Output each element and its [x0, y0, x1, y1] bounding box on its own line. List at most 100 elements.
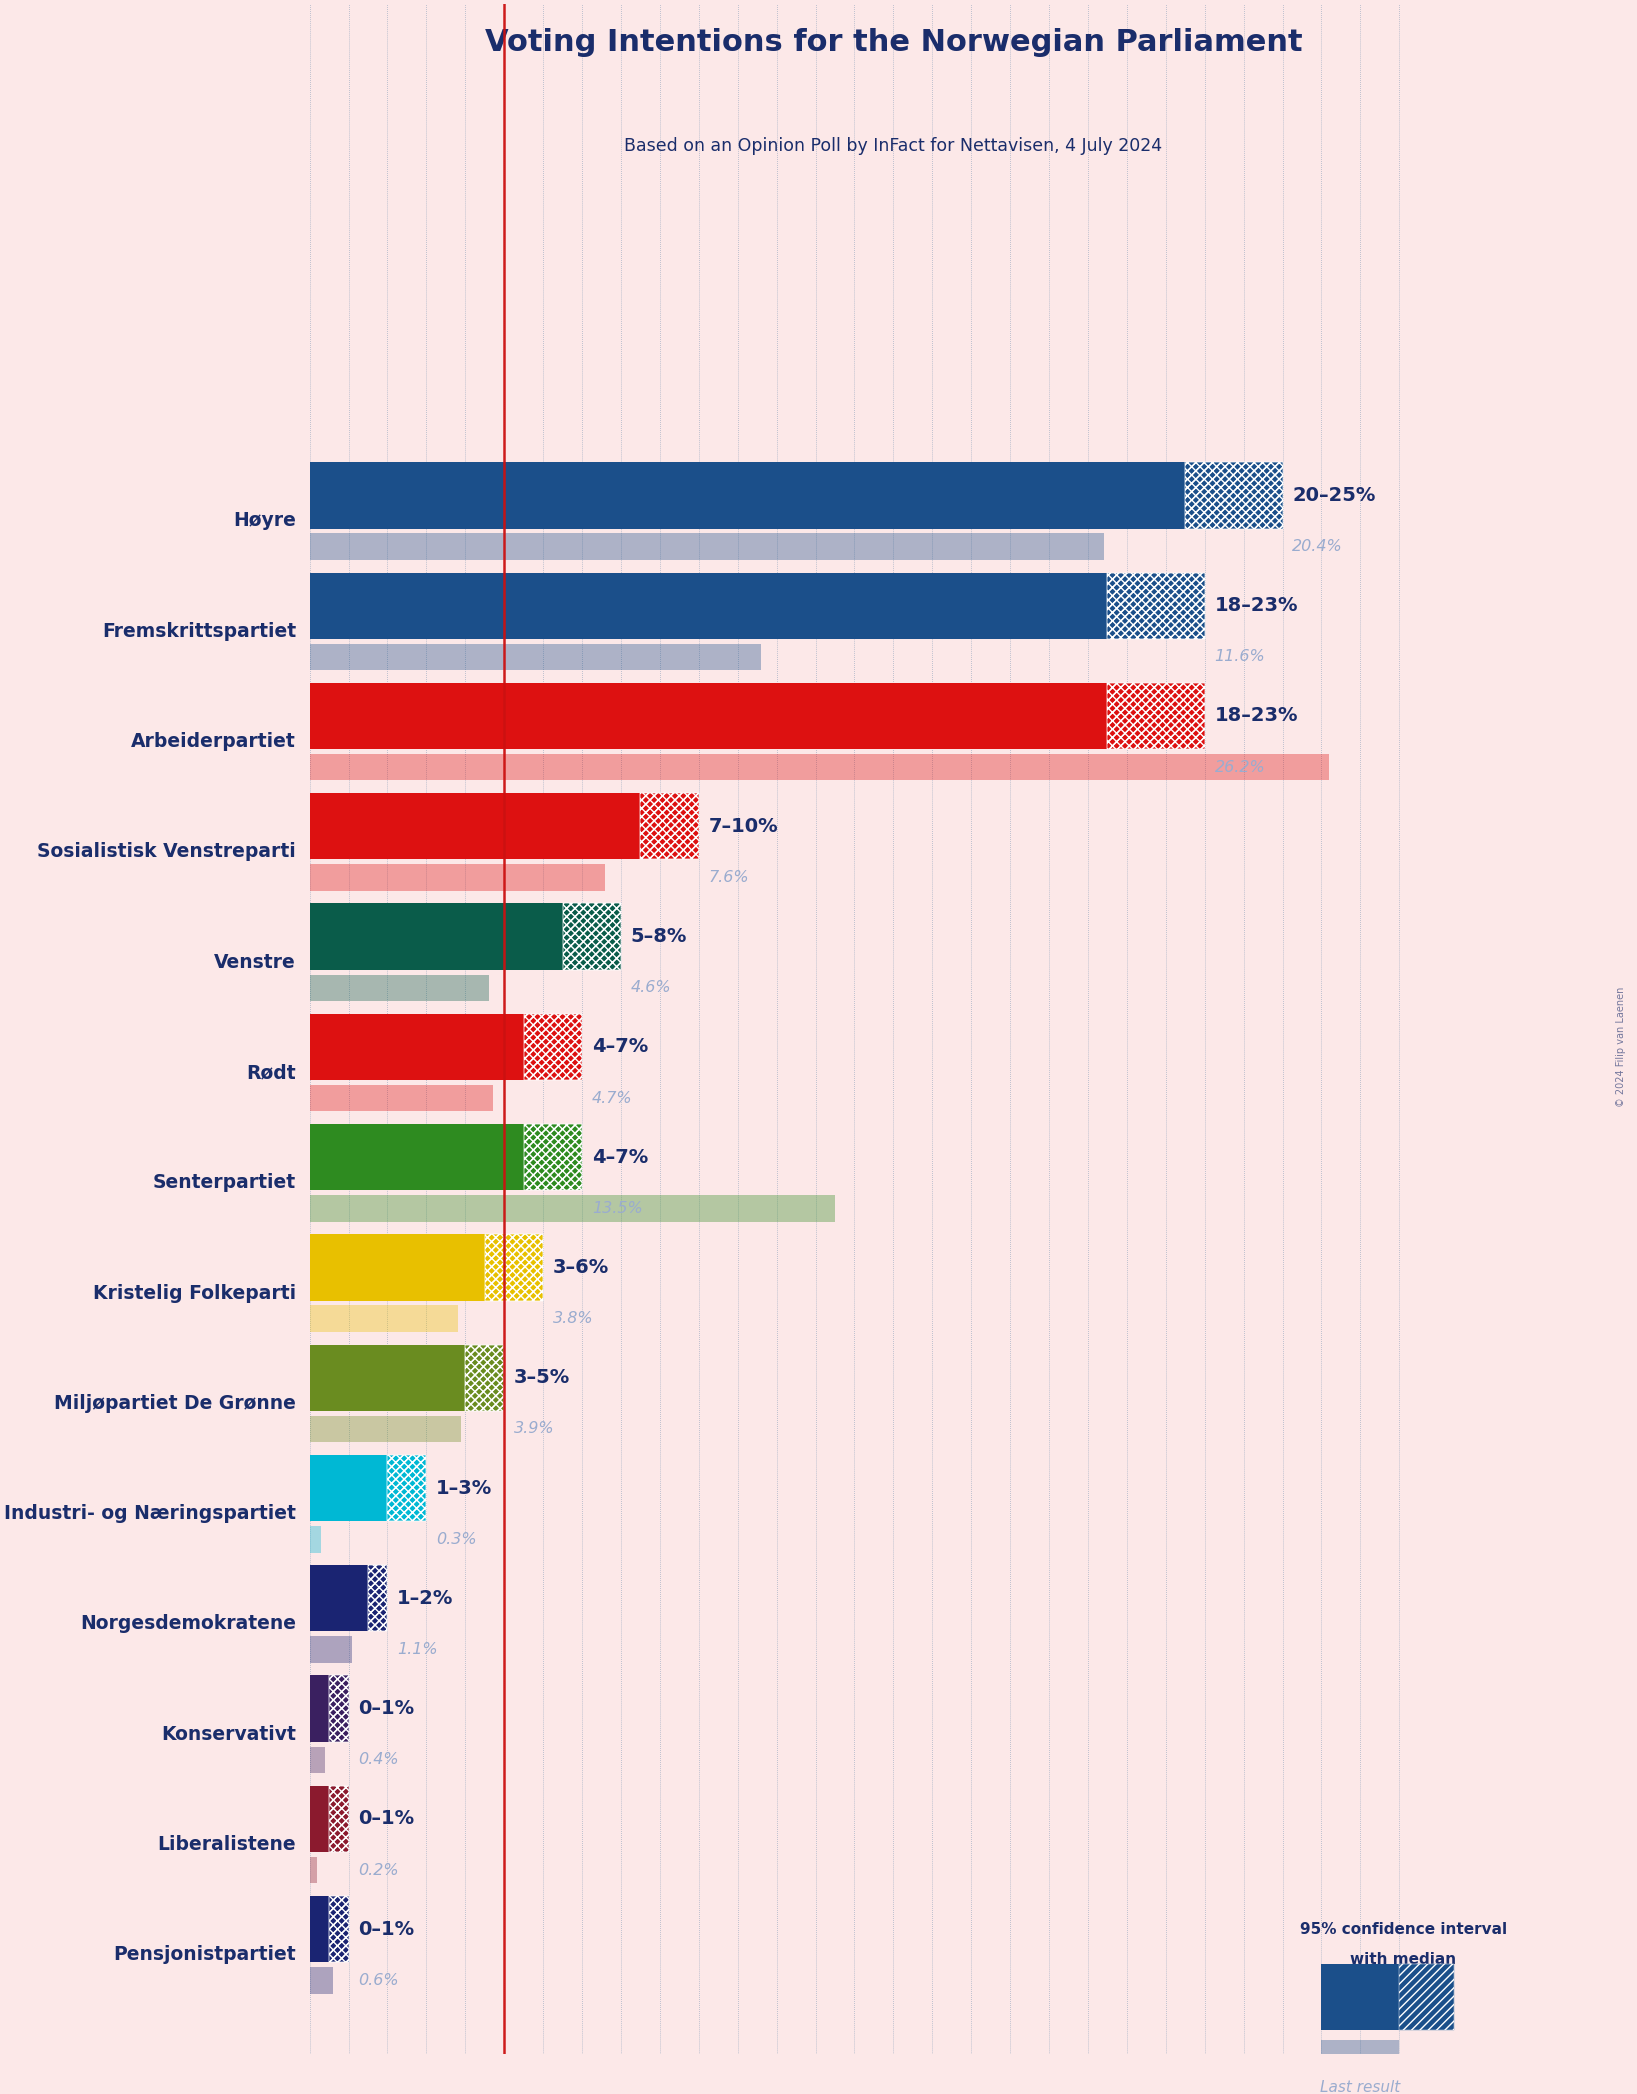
- Text: 0.4%: 0.4%: [359, 1753, 399, 1767]
- Bar: [329, 1675, 349, 1742]
- Bar: [309, 903, 563, 970]
- Bar: [309, 1675, 329, 1742]
- Bar: [309, 1564, 368, 1631]
- Bar: [329, 1895, 349, 1962]
- Text: Sosialistisk Venstreparti: Sosialistisk Venstreparti: [38, 842, 296, 861]
- Bar: [1321, 2040, 1400, 2067]
- Text: Konservativt: Konservativt: [160, 1725, 296, 1744]
- Bar: [465, 1344, 504, 1411]
- Text: 0.2%: 0.2%: [359, 1864, 399, 1878]
- Bar: [309, 1786, 329, 1851]
- Text: Liberalistene: Liberalistene: [157, 1834, 296, 1853]
- Text: Rødt: Rødt: [247, 1064, 296, 1083]
- Bar: [309, 463, 1185, 528]
- Bar: [329, 1786, 349, 1851]
- Bar: [309, 1196, 835, 1221]
- Text: 11.6%: 11.6%: [1215, 649, 1265, 664]
- Bar: [465, 1344, 504, 1411]
- Bar: [309, 1527, 321, 1552]
- Bar: [309, 1746, 326, 1774]
- Bar: [309, 865, 606, 890]
- Text: 4.7%: 4.7%: [593, 1091, 632, 1106]
- Text: 0–1%: 0–1%: [359, 1698, 414, 1717]
- Bar: [388, 1455, 426, 1520]
- Text: 13.5%: 13.5%: [593, 1200, 643, 1217]
- Bar: [1321, 1964, 1400, 2029]
- Bar: [309, 643, 761, 670]
- Bar: [309, 1857, 318, 1883]
- Text: Industri- og Næringspartiet: Industri- og Næringspartiet: [5, 1503, 296, 1522]
- Bar: [1185, 463, 1282, 528]
- Text: Pensjonistpartiet: Pensjonistpartiet: [113, 1945, 296, 1964]
- Text: Senterpartiet: Senterpartiet: [152, 1173, 296, 1191]
- Bar: [309, 974, 489, 1001]
- Text: 20–25%: 20–25%: [1292, 486, 1375, 505]
- Bar: [368, 1564, 388, 1631]
- Bar: [309, 1085, 493, 1112]
- Text: 95% confidence interval: 95% confidence interval: [1300, 1922, 1506, 1937]
- Bar: [1185, 463, 1282, 528]
- Bar: [640, 794, 699, 859]
- Text: © 2024 Filip van Laenen: © 2024 Filip van Laenen: [1616, 986, 1626, 1108]
- Text: 20.4%: 20.4%: [1292, 538, 1342, 555]
- Bar: [309, 534, 1103, 559]
- Text: Last result: Last result: [1321, 2081, 1401, 2094]
- Bar: [309, 1124, 524, 1189]
- Text: 4.6%: 4.6%: [630, 980, 671, 995]
- Bar: [368, 1564, 388, 1631]
- Text: 1.1%: 1.1%: [398, 1642, 437, 1656]
- Text: 3.9%: 3.9%: [514, 1422, 555, 1436]
- Text: 3.8%: 3.8%: [553, 1311, 594, 1326]
- Text: 26.2%: 26.2%: [1215, 760, 1265, 775]
- Bar: [485, 1233, 543, 1300]
- Bar: [309, 1344, 465, 1411]
- Bar: [524, 1124, 583, 1189]
- Text: 4–7%: 4–7%: [593, 1037, 648, 1055]
- Bar: [309, 754, 1329, 781]
- Text: 4–7%: 4–7%: [593, 1148, 648, 1166]
- Text: 1–3%: 1–3%: [435, 1478, 493, 1497]
- Bar: [563, 903, 620, 970]
- Bar: [329, 1786, 349, 1851]
- Bar: [1108, 683, 1205, 750]
- Bar: [1400, 1964, 1454, 2029]
- Text: 0.6%: 0.6%: [359, 1973, 399, 1987]
- Bar: [1108, 683, 1205, 750]
- Text: 1–2%: 1–2%: [398, 1589, 453, 1608]
- Bar: [309, 1895, 329, 1962]
- Text: 18–23%: 18–23%: [1215, 597, 1298, 616]
- Bar: [524, 1124, 583, 1189]
- Bar: [309, 683, 1108, 750]
- Bar: [388, 1455, 426, 1520]
- Bar: [309, 1635, 352, 1663]
- Text: Høyre: Høyre: [232, 511, 296, 530]
- Text: with median: with median: [1351, 1952, 1457, 1966]
- Bar: [309, 1013, 524, 1081]
- Text: Arbeiderpartiet: Arbeiderpartiet: [131, 733, 296, 752]
- Bar: [309, 1233, 485, 1300]
- Bar: [309, 1966, 332, 1993]
- Text: Venstre: Venstre: [214, 953, 296, 972]
- Text: 0–1%: 0–1%: [359, 1809, 414, 1828]
- Bar: [309, 794, 640, 859]
- Bar: [329, 1895, 349, 1962]
- Bar: [485, 1233, 543, 1300]
- Bar: [309, 1455, 388, 1520]
- Text: 3–6%: 3–6%: [553, 1258, 609, 1277]
- Text: 18–23%: 18–23%: [1215, 706, 1298, 725]
- Bar: [1400, 1964, 1454, 2029]
- Bar: [1108, 572, 1205, 639]
- Text: 0–1%: 0–1%: [359, 1920, 414, 1939]
- Text: 0.3%: 0.3%: [435, 1533, 476, 1547]
- Text: Norgesdemokratene: Norgesdemokratene: [80, 1614, 296, 1633]
- Bar: [309, 1416, 462, 1443]
- Text: 5–8%: 5–8%: [630, 928, 688, 946]
- Text: Based on an Opinion Poll by InFact for Nettavisen, 4 July 2024: Based on an Opinion Poll by InFact for N…: [624, 136, 1162, 155]
- Text: Voting Intentions for the Norwegian Parliament: Voting Intentions for the Norwegian Parl…: [485, 29, 1301, 57]
- Text: 7–10%: 7–10%: [709, 817, 778, 836]
- Bar: [309, 1305, 458, 1332]
- Bar: [640, 794, 699, 859]
- Bar: [524, 1013, 583, 1081]
- Text: Kristelig Folkeparti: Kristelig Folkeparti: [93, 1284, 296, 1302]
- Bar: [329, 1675, 349, 1742]
